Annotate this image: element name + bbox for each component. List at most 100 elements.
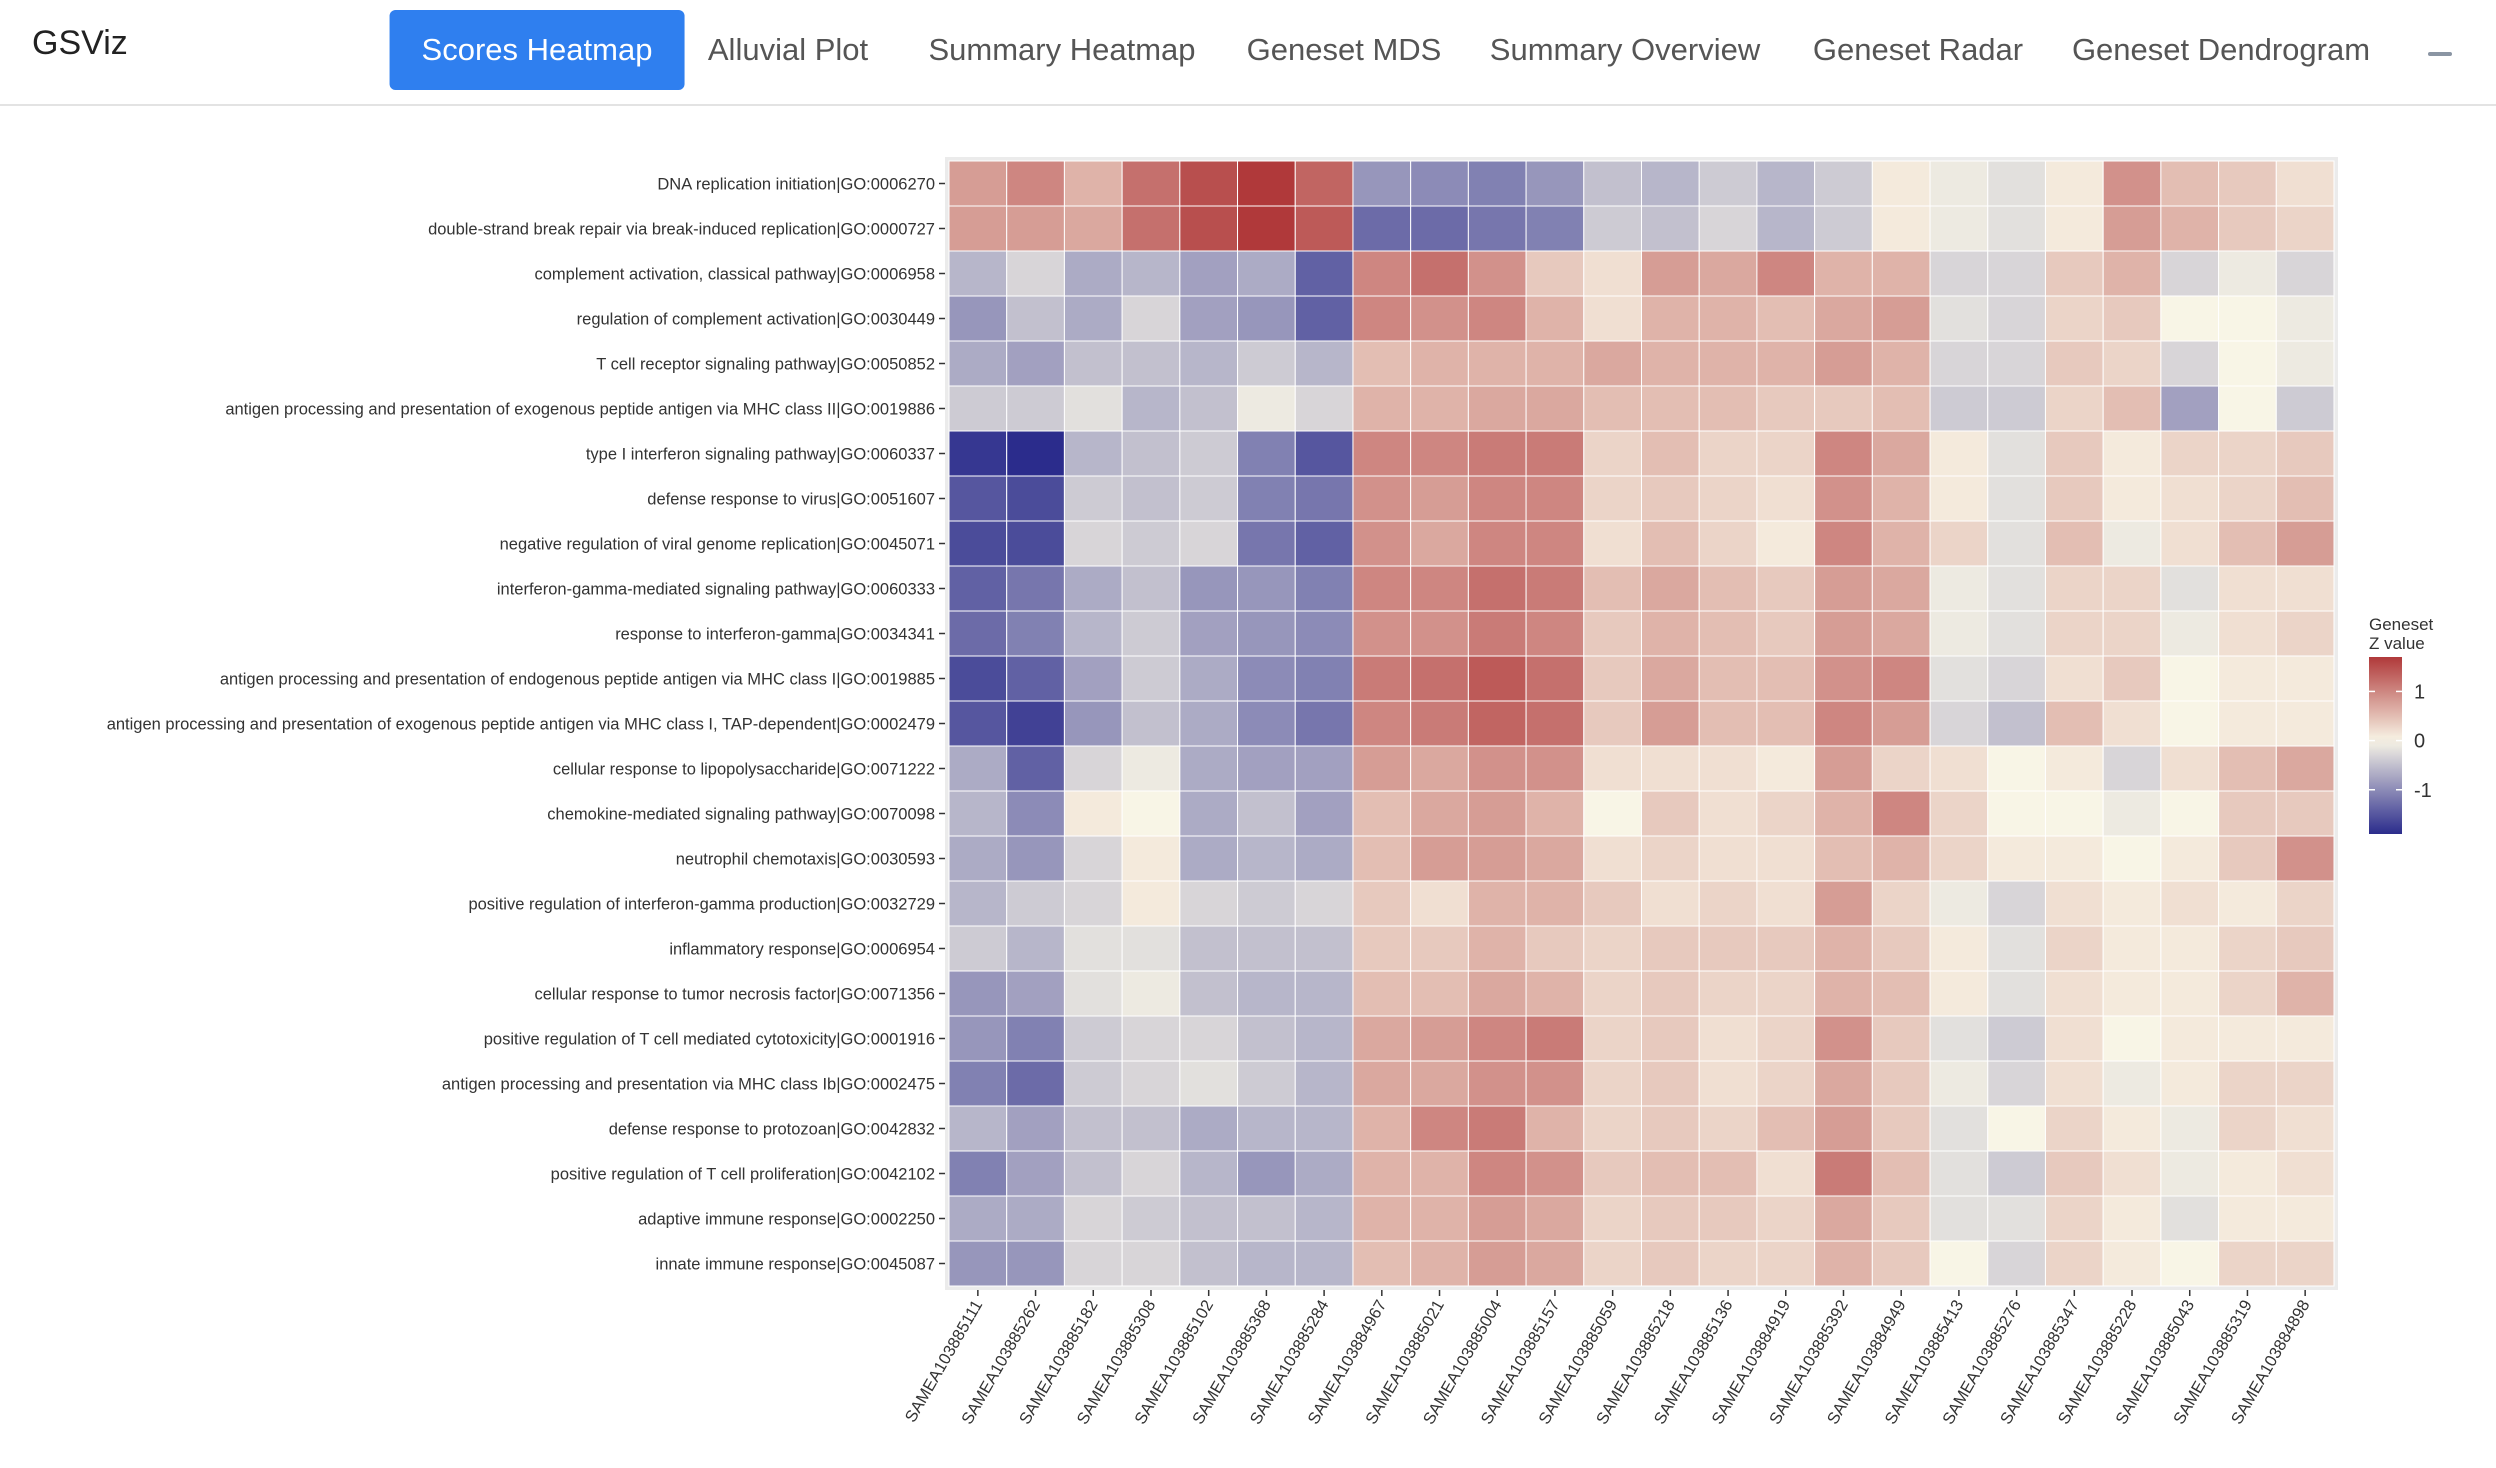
heatmap-cell	[1583, 1195, 1642, 1242]
heatmap-cell	[1814, 835, 1873, 882]
heatmap-cell	[1352, 1105, 1412, 1152]
heatmap-cell	[1063, 700, 1123, 747]
heatmap-cell	[1698, 790, 1758, 837]
heatmap-cell	[1179, 880, 1239, 927]
heatmap-cell	[1063, 430, 1123, 477]
heatmap-cell	[1121, 610, 1181, 657]
heatmap-cell	[2044, 250, 2104, 297]
heatmap-cell	[1929, 745, 1989, 792]
heatmap-cell	[1583, 1105, 1642, 1152]
heatmap-cell	[1756, 1015, 1816, 1062]
heatmap-cell	[2102, 745, 2162, 792]
heatmap-cell	[2102, 655, 2162, 702]
heatmap-cell	[2218, 475, 2277, 522]
heatmap-cell	[1987, 1240, 2046, 1287]
heatmap-cell	[1698, 340, 1758, 387]
heatmap-cell	[1698, 295, 1758, 342]
nav-tab[interactable]: Geneset MDS	[1246, 32, 1442, 67]
heatmap-cell	[948, 1060, 1008, 1107]
heatmap-cell	[1294, 1150, 1354, 1197]
nav-tab[interactable]: Geneset Dendrogram	[2071, 32, 2371, 67]
heatmap-cell	[2275, 430, 2335, 477]
heatmap-cell	[1352, 295, 1412, 342]
heatmap-cell	[2160, 1240, 2220, 1287]
heatmap-cell	[2218, 250, 2277, 297]
heatmap-cell	[1294, 835, 1354, 882]
navbar: GSViz Scores Heatmap Alluvial Plot Summary…	[0, 0, 2496, 106]
heatmap-cell	[1410, 1060, 1469, 1107]
heatmap-cell	[1756, 745, 1816, 792]
heatmap-cell	[1410, 700, 1469, 747]
y-tick-label: inflammatory response|GO:0006954	[669, 941, 935, 959]
heatmap-cell	[2275, 835, 2335, 882]
heatmap-cell	[1987, 430, 2046, 477]
heatmap-cell	[2102, 970, 2162, 1017]
heatmap-cell	[1987, 565, 2046, 612]
heatmap-cell	[2275, 205, 2335, 252]
heatmap-cell	[1583, 925, 1642, 972]
nav-tab[interactable]: Alluvial Plot	[707, 32, 869, 67]
y-tick-label: positive regulation of T cell proliferat…	[551, 1166, 935, 1184]
heatmap-cell	[2275, 700, 2335, 747]
heatmap-cell	[1698, 565, 1758, 612]
heatmap-cell	[1467, 205, 1527, 252]
collapse-icon[interactable]	[2428, 52, 2452, 56]
heatmap-cell	[2160, 250, 2220, 297]
heatmap-cell	[948, 250, 1008, 297]
heatmap-cell	[1410, 1105, 1469, 1152]
nav-tab[interactable]: Summary Overview	[1489, 32, 1761, 67]
heatmap-cell	[1987, 385, 2046, 432]
heatmap-cell	[1583, 340, 1642, 387]
y-tick-label: adaptive immune response|GO:0002250	[638, 1211, 935, 1229]
heatmap-cell	[1352, 520, 1412, 567]
heatmap-cell	[1987, 1105, 2046, 1152]
heatmap-cell	[1006, 610, 1065, 657]
nav-tab[interactable]: Geneset Radar	[1812, 32, 2024, 67]
nav-tab[interactable]: Scores Heatmap	[389, 10, 685, 90]
heatmap-cell	[2275, 250, 2335, 297]
heatmap-cell	[1583, 745, 1642, 792]
heatmap-cell	[1063, 1015, 1123, 1062]
heatmap-cell	[1237, 565, 1296, 612]
heatmap-cell	[1871, 475, 1931, 522]
heatmap-cell	[1467, 970, 1527, 1017]
heatmap-cell	[1179, 790, 1239, 837]
heatmap-cell	[1410, 970, 1469, 1017]
heatmap-cell	[1641, 385, 1700, 432]
heatmap-cell	[1294, 745, 1354, 792]
heatmap-cell	[1237, 1150, 1296, 1197]
heatmap-cell	[1006, 745, 1065, 792]
heatmap-cell	[1410, 1240, 1469, 1287]
heatmap-cell	[1698, 610, 1758, 657]
heatmap-cell	[1294, 205, 1354, 252]
heatmap-cell	[1987, 790, 2046, 837]
heatmap-cell	[1237, 1015, 1296, 1062]
heatmap-cell	[1294, 385, 1354, 432]
brand[interactable]: GSViz	[32, 24, 128, 62]
heatmap-cell	[2218, 160, 2277, 207]
heatmap-cell	[1352, 1060, 1412, 1107]
heatmap-cell	[1525, 430, 1585, 477]
heatmap-cell	[1814, 925, 1873, 972]
heatmap-cell	[1006, 835, 1065, 882]
heatmap-cell	[1814, 655, 1873, 702]
heatmap-cell	[2218, 745, 2277, 792]
heatmap-cell	[2102, 700, 2162, 747]
heatmap-cell	[2102, 520, 2162, 567]
heatmap-cell	[1179, 1060, 1239, 1107]
y-tick-label: antigen processing and presentation of e…	[225, 401, 935, 419]
heatmap-cell	[2044, 565, 2104, 612]
heatmap-cell	[1756, 205, 1816, 252]
heatmap-cell	[1698, 835, 1758, 882]
heatmap-cell	[1929, 925, 1989, 972]
nav-tab[interactable]: Summary Heatmap	[928, 32, 1196, 67]
heatmap-cell	[1237, 1240, 1296, 1287]
heatmap-cell	[1525, 160, 1585, 207]
heatmap-cell	[948, 1150, 1008, 1197]
heatmap-cell	[1294, 1195, 1354, 1242]
heatmap-cell	[1237, 925, 1296, 972]
heatmap-cell	[1294, 520, 1354, 567]
y-tick-label: defense response to virus|GO:0051607	[647, 491, 935, 509]
y-tick-label: innate immune response|GO:0045087	[656, 1256, 935, 1274]
heatmap-cell	[1987, 1015, 2046, 1062]
